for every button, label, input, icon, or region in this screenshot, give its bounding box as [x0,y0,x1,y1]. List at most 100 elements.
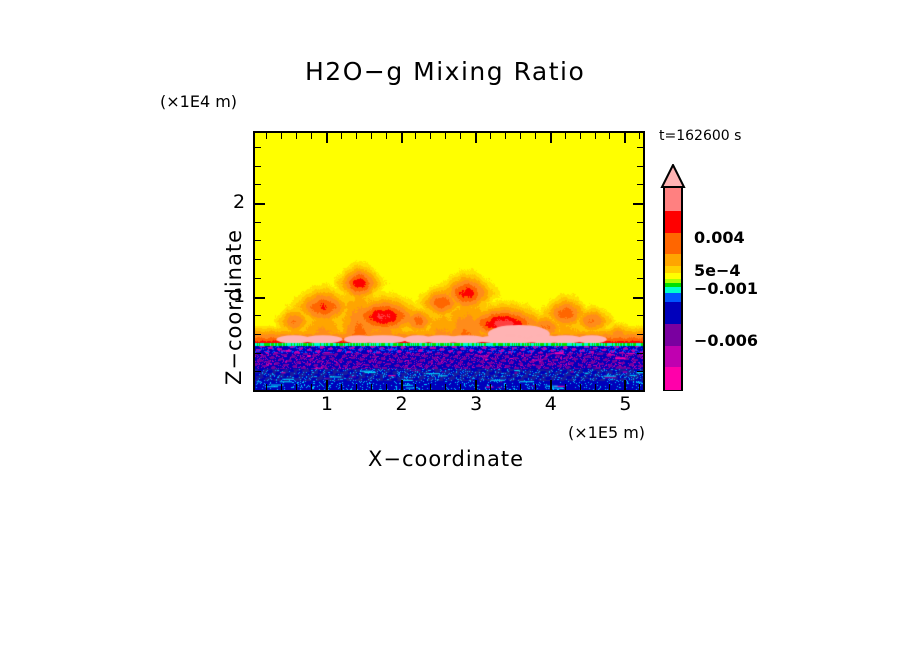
colorbar-band-6 [665,278,681,284]
colorbar[interactable] [663,186,683,391]
tick-mark [637,221,643,223]
tick-mark [445,133,447,139]
colorbar-band-4 [665,265,681,274]
tick-mark [609,384,611,390]
tick-mark [430,133,432,139]
tick-mark [430,384,432,390]
tick-mark [637,259,643,261]
tick-mark [624,133,627,143]
tick-mark [633,203,643,206]
plot-area[interactable] [253,131,645,392]
tick-mark [475,133,478,143]
tick-mark [415,133,417,139]
x-tick-label-3: 3 [470,393,483,415]
tick-mark [460,384,462,390]
tick-mark [255,203,265,206]
tick-mark [255,147,261,149]
tick-mark [624,380,627,390]
tick-mark [281,384,283,390]
colorbar-band-12 [665,345,681,368]
tick-mark [594,133,596,139]
x-tick-label-1: 1 [320,393,333,415]
tick-mark [296,133,298,139]
tick-mark [255,352,261,354]
tick-mark [579,384,581,390]
colorbar-band-2 [665,232,681,255]
tick-mark [255,277,261,279]
colorbar-label-1: 5e−4 [694,261,741,280]
tick-mark [637,147,643,149]
tick-mark [415,384,417,390]
tick-mark [637,184,643,186]
tick-mark [355,133,357,139]
tick-mark [255,315,261,317]
tick-mark [609,133,611,139]
tick-mark [564,384,566,390]
tick-mark [504,133,506,139]
tick-mark [534,384,536,390]
y-tick-label-1: 1 [233,284,246,307]
tick-mark [340,133,342,139]
tick-mark [637,315,643,317]
tick-mark [370,384,372,390]
tick-mark [255,296,265,299]
colorbar-band-3 [665,253,681,267]
tick-mark [445,384,447,390]
x-tick-label-2: 2 [395,393,408,415]
tick-mark [633,296,643,299]
colorbar-band-8 [665,287,681,294]
tick-mark [310,384,312,390]
tick-mark [355,384,357,390]
tick-mark [637,277,643,279]
tick-mark [255,240,261,242]
tick-mark [639,133,641,139]
colorbar-label-0: 0.004 [694,228,745,247]
tick-mark [266,133,268,139]
tick-mark [594,384,596,390]
tick-mark [385,384,387,390]
tick-mark [255,221,261,223]
timestamp-label: t=162600 s [659,128,742,144]
colorbar-band-11 [665,324,681,347]
tick-mark [400,380,403,390]
tick-mark [637,240,643,242]
tick-mark [340,384,342,390]
tick-mark [325,133,328,143]
colorbar-band-0 [665,188,681,212]
x-axis-title: X−coordinate [368,447,524,471]
contour-field-canvas [255,133,643,390]
tick-mark [385,133,387,139]
y-tick-label-2: 2 [233,191,246,214]
tick-mark [310,133,312,139]
tick-mark [549,380,552,390]
tick-mark [255,165,261,167]
tick-mark [519,384,521,390]
tick-mark [460,133,462,139]
tick-mark [255,333,261,335]
tick-mark [296,384,298,390]
x-tick-label-5: 5 [619,393,632,415]
tick-mark [637,352,643,354]
tick-mark [534,133,536,139]
y-axis-multiplier: (×1E4 m) [160,92,238,111]
tick-mark [637,371,643,373]
tick-mark [564,133,566,139]
tick-mark [490,133,492,139]
colorbar-label-3: −0.006 [694,331,759,350]
tick-mark [549,133,552,143]
tick-mark [637,333,643,335]
tick-mark [637,165,643,167]
tick-mark [266,384,268,390]
tick-mark [325,380,328,390]
colorbar-band-9 [665,292,681,303]
colorbar-arrow-icon [660,164,686,188]
tick-mark [579,133,581,139]
tick-mark [504,384,506,390]
tick-mark [255,371,261,373]
x-tick-label-4: 4 [544,393,557,415]
tick-mark [370,133,372,139]
colorbar-band-10 [665,301,681,325]
tick-mark [400,133,403,143]
tick-mark [639,384,641,390]
